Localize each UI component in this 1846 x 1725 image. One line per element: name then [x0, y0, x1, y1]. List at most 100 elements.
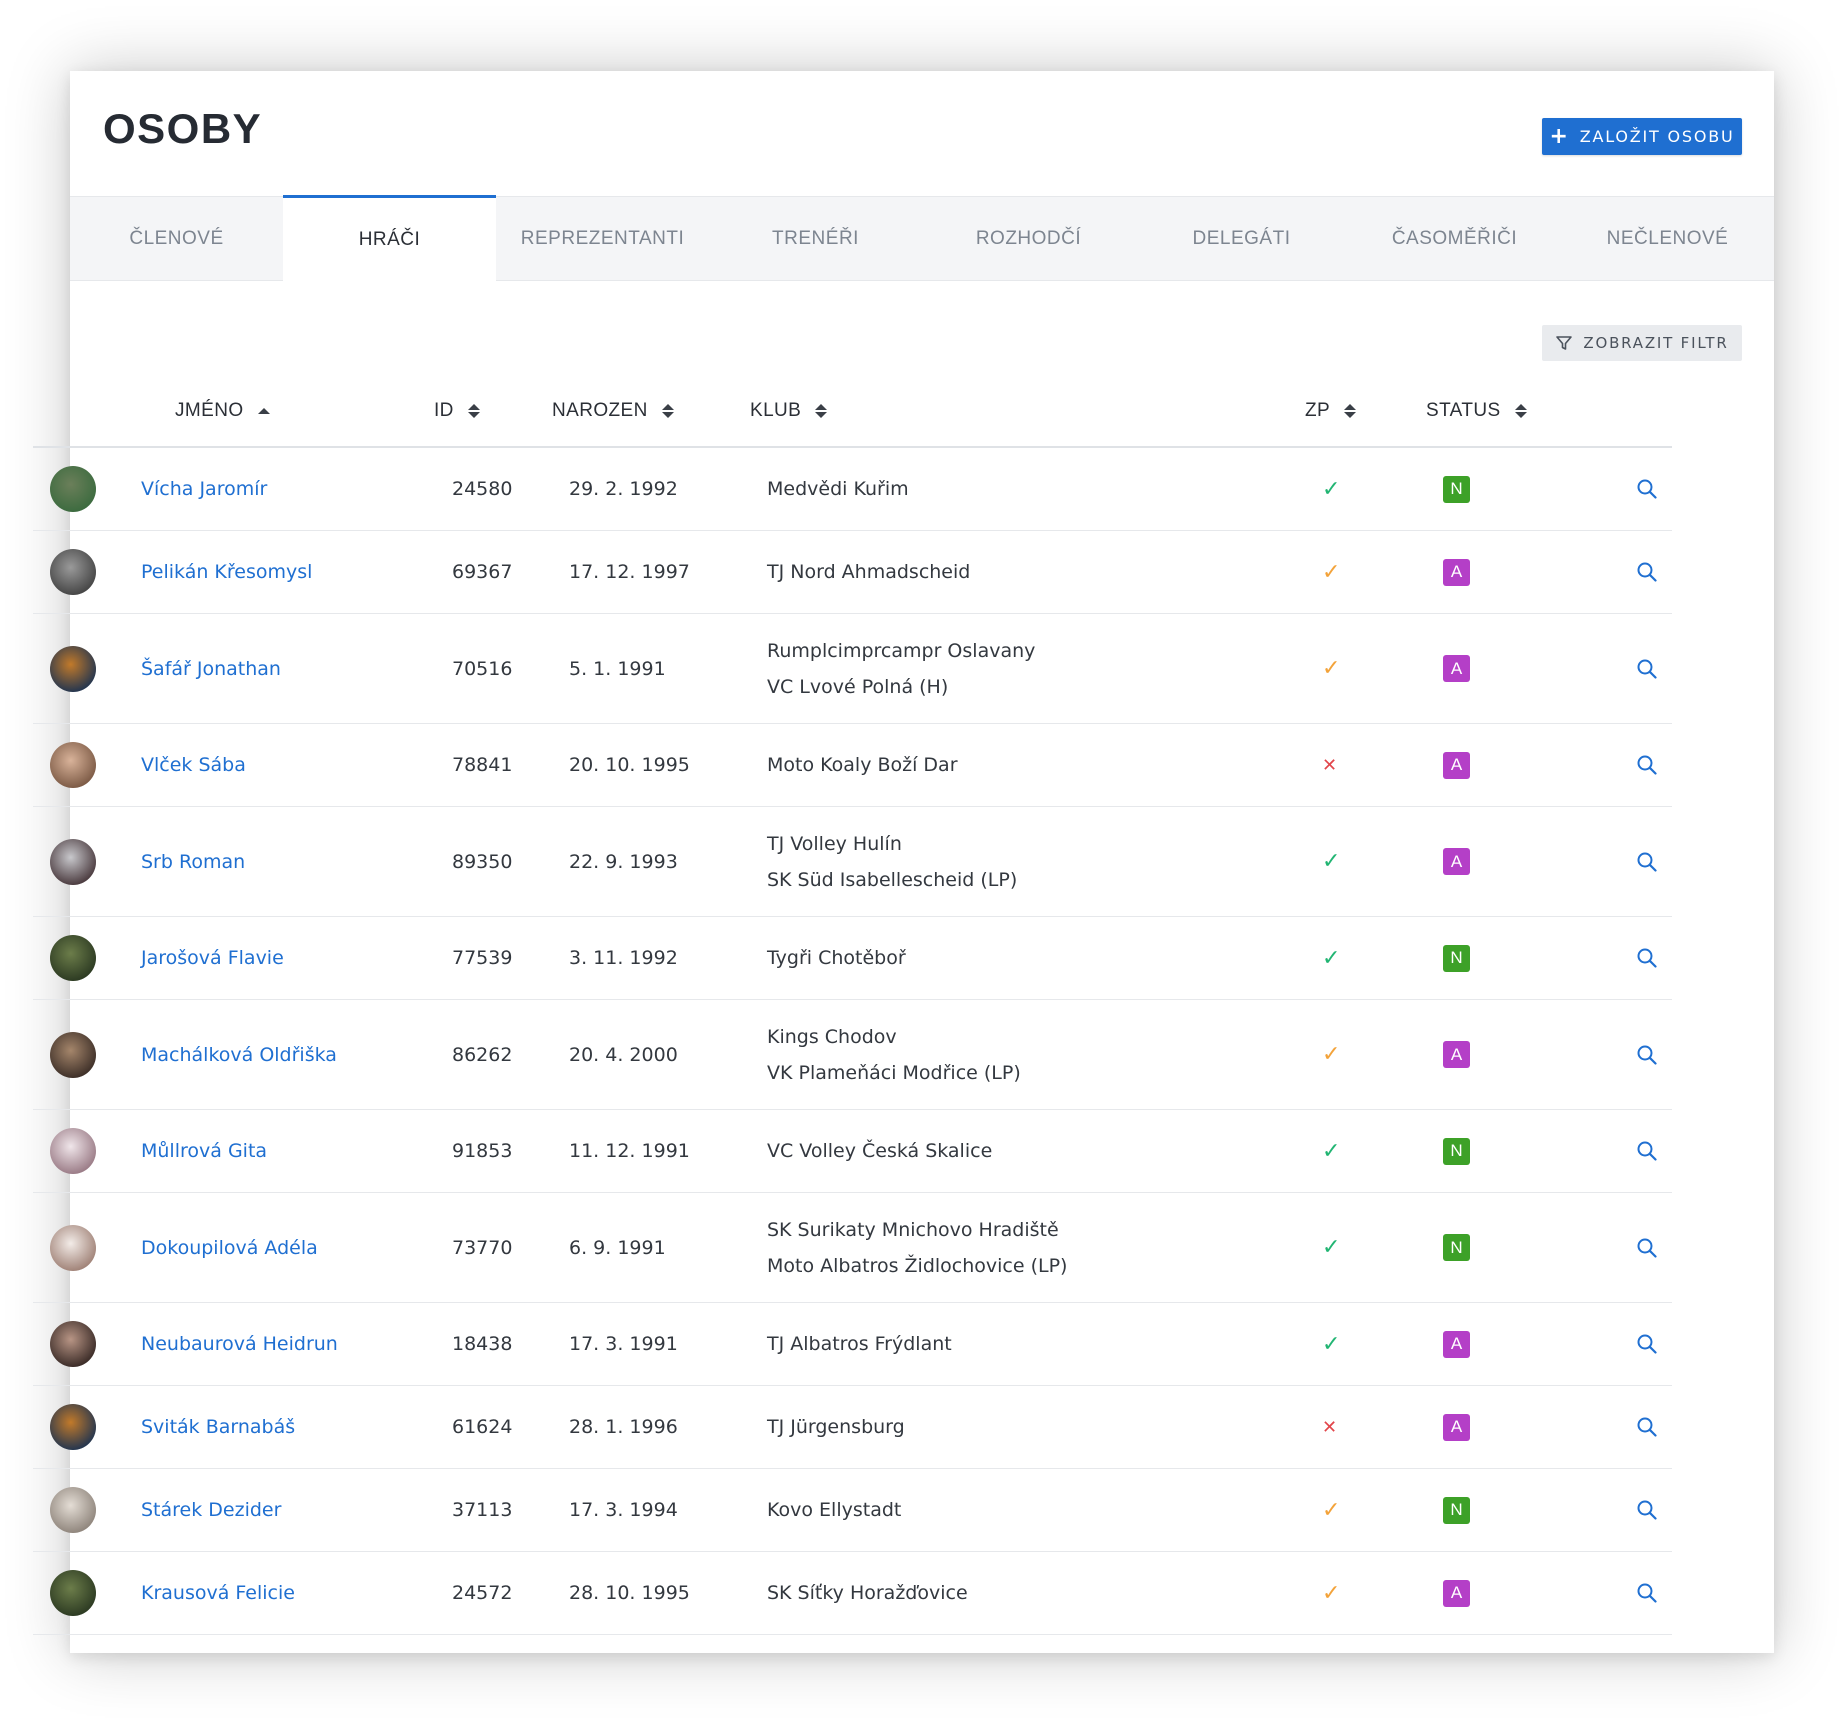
status-badge: N — [1443, 1234, 1470, 1261]
person-name-link[interactable]: Šafář Jonathan — [141, 657, 281, 680]
avatar — [50, 1321, 96, 1367]
person-name-link[interactable]: Machálková Oldřiška — [141, 1043, 337, 1066]
status-badge: A — [1443, 1330, 1470, 1358]
table-row[interactable]: Krausová Felicie 24572 28. 10. 1995 SK Síťk… — [33, 1552, 1672, 1635]
tab-5[interactable]: DELEGÁTI — [1192, 228, 1291, 249]
person-name-link[interactable]: Srb Roman — [141, 850, 246, 873]
table-row[interactable]: Vlček Sába 78841 20. 10. 1995 Moto Koaly Bo… — [33, 724, 1672, 807]
club-name: SK Surikaty Mnichovo Hradiště — [767, 1218, 1059, 1241]
tab-2[interactable]: REPREZENTANTI — [520, 228, 685, 249]
tab-7[interactable]: NEČLENOVÉ — [1606, 228, 1729, 249]
person-name-link[interactable]: Jarošová Flavie — [141, 947, 284, 969]
table-row[interactable]: Srb Roman 89350 22. 9. 1993 TJ Volley Hulín… — [33, 807, 1672, 917]
view-person-button[interactable] — [1636, 807, 1658, 916]
view-person-button[interactable] — [1636, 1193, 1658, 1302]
persons-table-body: Vícha Jaromír 24580 29. 2. 1992 Medvědi Kuř… — [33, 448, 1672, 1635]
person-id: 24580 — [452, 478, 513, 500]
status-badge: A — [1443, 558, 1470, 586]
tab-bar: ČLENOVÉ HRÁČI REPREZENTANTI TRENÉŘI ROZHODČÍ… — [70, 195, 1774, 281]
health-insurance-cell: ✓ — [1322, 1000, 1340, 1109]
tab-3[interactable]: TRENÉŘI — [772, 228, 859, 249]
table-row[interactable]: Machálková Oldřiška 86262 20. 4. 2000 Kings… — [33, 1000, 1672, 1110]
plus-icon: + — [1549, 123, 1570, 149]
club-name: Medvědi Kuřim — [767, 478, 909, 500]
table-row[interactable]: Sviták Barnabáš 61624 28. 1. 1996 TJ Jürgen… — [33, 1386, 1672, 1469]
create-person-button[interactable]: + ZALOŽIT OSOBU — [1542, 118, 1742, 155]
table-row[interactable]: Šafář Jonathan 70516 5. 1. 1991 Rumplcimprc… — [33, 614, 1672, 724]
person-birthdate: 11. 12. 1991 — [569, 1140, 690, 1162]
sort-icon — [1344, 404, 1357, 418]
tab-0[interactable]: ČLENOVÉ — [129, 228, 224, 249]
search-icon — [1637, 1417, 1657, 1437]
filter-icon — [1556, 336, 1573, 350]
column-header-club[interactable]: KLUB — [750, 400, 828, 422]
table-row[interactable]: Můllrová Gita 91853 11. 12. 1991 VC Volley … — [33, 1110, 1672, 1193]
person-id: 18438 — [452, 1333, 513, 1355]
view-person-button[interactable] — [1636, 531, 1658, 613]
search-icon — [1637, 1500, 1657, 1520]
check-warning-icon: ✓ — [1322, 1580, 1341, 1606]
view-person-button[interactable] — [1636, 614, 1658, 723]
avatar — [50, 1487, 96, 1533]
status-badge: N — [1443, 1496, 1470, 1524]
check-warning-icon: ✓ — [1322, 1497, 1341, 1523]
status-cell: N — [1443, 1193, 1470, 1302]
person-id: 77539 — [452, 947, 513, 969]
avatar — [50, 466, 96, 512]
club-name: Moto Albatros Židlochovice (LP) — [767, 1254, 1068, 1277]
view-person-button[interactable] — [1636, 1552, 1658, 1634]
table-row[interactable]: Stárek Dezider 37113 17. 3. 1994 Kovo Ellys… — [33, 1469, 1672, 1552]
check-warning-icon: ✓ — [1322, 559, 1341, 585]
column-header-status[interactable]: STATUS — [1426, 400, 1527, 422]
person-name-link[interactable]: Neubaurová Heidrun — [141, 1333, 338, 1355]
person-birthdate: 28. 1. 1996 — [569, 1416, 678, 1438]
view-person-button[interactable] — [1636, 1000, 1658, 1109]
person-name-link[interactable]: Vlček Sába — [141, 754, 246, 776]
health-insurance-cell: ✓ — [1322, 1552, 1340, 1634]
search-icon — [1637, 948, 1657, 968]
column-header-id[interactable]: ID — [434, 400, 480, 422]
club-name: TJ Nord Ahmadscheid — [767, 561, 971, 583]
show-filter-button[interactable]: ZOBRAZIT FILTR — [1542, 325, 1742, 361]
person-name-link[interactable]: Dokoupilová Adéla — [141, 1236, 318, 1259]
cross-icon: ✕ — [1322, 1416, 1338, 1438]
tab-6[interactable]: ČASOMĚŘIČI — [1391, 228, 1518, 249]
table-row[interactable]: Neubaurová Heidrun 18438 17. 3. 1991 TJ Alb… — [33, 1303, 1672, 1386]
club-name: SK Süd Isabellescheid (LP) — [767, 868, 1018, 891]
search-icon — [1637, 659, 1657, 679]
person-name-link[interactable]: Stárek Dezider — [141, 1499, 282, 1521]
person-name-link[interactable]: Můllrová Gita — [141, 1140, 268, 1162]
view-person-button[interactable] — [1636, 1386, 1658, 1468]
tab-1[interactable]: HRÁČI — [283, 195, 496, 281]
table-header: JMÉNO ID NAROZEN KLUB ZP STATUS — [33, 378, 1672, 448]
sort-icon — [661, 404, 674, 418]
table-row[interactable]: Vícha Jaromír 24580 29. 2. 1992 Medvědi Kuř… — [33, 448, 1672, 531]
table-row[interactable]: Dokoupilová Adéla 73770 6. 9. 1991 SK Surik… — [33, 1193, 1672, 1303]
view-person-button[interactable] — [1636, 448, 1658, 530]
view-person-button[interactable] — [1636, 917, 1658, 999]
view-person-button[interactable] — [1636, 1469, 1658, 1551]
column-header-zp[interactable]: ZP — [1305, 400, 1357, 422]
view-person-button[interactable] — [1636, 1110, 1658, 1192]
view-person-button[interactable] — [1636, 724, 1658, 806]
person-name-link[interactable]: Sviták Barnabáš — [141, 1416, 296, 1438]
person-name-link[interactable]: Krausová Felicie — [141, 1582, 295, 1604]
column-header-born[interactable]: NAROZEN — [552, 400, 674, 422]
health-insurance-cell: ✓ — [1322, 1469, 1340, 1551]
table-row[interactable]: Pelikán Křesomysl 69367 17. 12. 1997 TJ Nor… — [33, 531, 1672, 614]
person-name-link[interactable]: Pelikán Křesomysl — [141, 561, 313, 583]
status-cell: A — [1443, 1552, 1470, 1634]
check-icon: ✓ — [1322, 849, 1341, 874]
avatar — [50, 1404, 96, 1450]
check-warning-icon: ✓ — [1322, 1042, 1341, 1067]
person-id: 70516 — [452, 657, 513, 680]
view-person-button[interactable] — [1636, 1303, 1658, 1385]
person-name-link[interactable]: Vícha Jaromír — [141, 478, 268, 500]
status-cell: N — [1443, 917, 1470, 999]
person-clubs: Moto Koaly Boží Dar — [767, 724, 958, 806]
table-row[interactable]: Jarošová Flavie 77539 3. 11. 1992 Tygři Cho… — [33, 917, 1672, 1000]
column-header-name[interactable]: JMÉNO — [175, 400, 270, 422]
status-cell: A — [1443, 1303, 1470, 1385]
tab-4[interactable]: ROZHODČÍ — [975, 228, 1082, 249]
check-icon: ✓ — [1322, 1235, 1341, 1260]
